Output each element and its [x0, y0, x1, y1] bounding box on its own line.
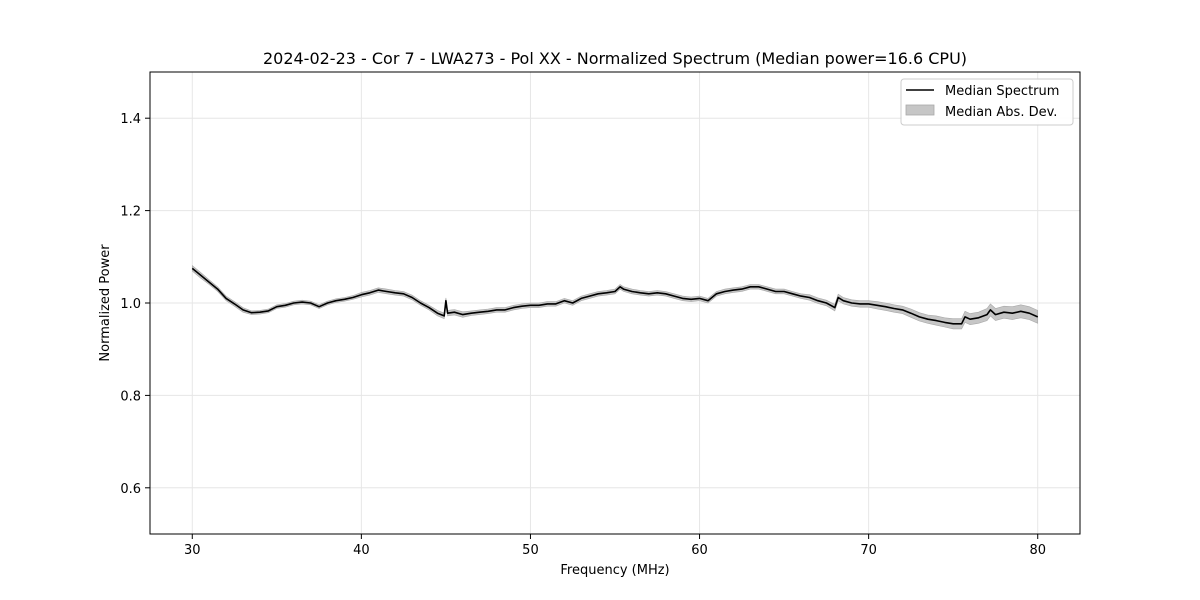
x-tick-label: 30	[184, 543, 201, 558]
x-tick-label: 80	[1029, 543, 1046, 558]
x-axis-label: Frequency (MHz)	[560, 563, 669, 578]
legend: Median Spectrum Median Abs. Dev.	[900, 78, 1074, 126]
y-axis-label: Normalized Power	[98, 244, 113, 362]
legend-frame	[900, 78, 1074, 126]
legend-label-median-abs-dev: Median Abs. Dev.	[945, 105, 1057, 120]
mad-band-area	[192, 264, 1038, 330]
mad-band	[192, 264, 1038, 330]
y-tick-label: 1.2	[120, 205, 141, 220]
x-tick-label: 60	[691, 543, 708, 558]
y-axis-ticks: 0.6 0.8 1.0 1.2 1.4	[120, 112, 150, 497]
x-tick-label: 70	[860, 543, 877, 558]
chart-title: 2024-02-23 - Cor 7 - LWA273 - Pol XX - N…	[263, 49, 967, 68]
median-spectrum-path	[191, 267, 1039, 325]
legend-label-median-spectrum: Median Spectrum	[945, 84, 1059, 99]
x-tick-label: 50	[522, 543, 539, 558]
x-axis-ticks: 30 40 50 60 70 80	[184, 534, 1046, 558]
y-tick-label: 0.8	[120, 389, 141, 404]
median-spectrum-line	[191, 267, 1039, 325]
y-tick-label: 1.4	[120, 112, 141, 127]
legend-band-swatch	[905, 104, 935, 116]
y-tick-label: 1.0	[120, 297, 141, 312]
x-tick-label: 40	[353, 543, 370, 558]
y-tick-label: 0.6	[120, 482, 141, 497]
